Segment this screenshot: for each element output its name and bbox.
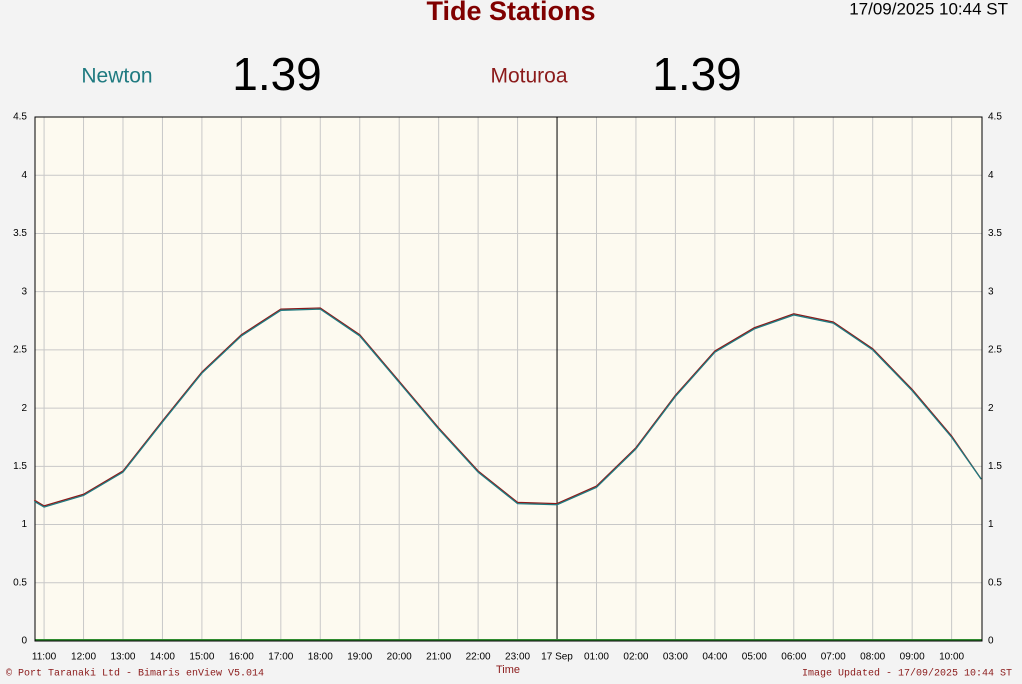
x-tick-label: 23:00	[505, 652, 530, 663]
y-tick-label: 2.5	[13, 345, 27, 356]
x-tick-label: 05:00	[742, 652, 767, 663]
x-tick-label: 09:00	[900, 652, 925, 663]
x-tick-label: 10:00	[939, 652, 964, 663]
x-tick-label: 16:00	[229, 652, 254, 663]
y-tick-label: 4	[21, 170, 27, 181]
y-tick-label: 2	[21, 403, 27, 414]
x-tick-label: 13:00	[110, 652, 135, 663]
station-name: Newton	[81, 65, 152, 88]
x-tick-label: 15:00	[189, 652, 214, 663]
x-axis-label: Time	[496, 664, 520, 676]
plot-area	[34, 116, 983, 642]
x-tick-label: 20:00	[387, 652, 412, 663]
y2-tick-label: 4	[988, 170, 994, 181]
x-tick-label: 18:00	[308, 652, 333, 663]
x-tick-label: 04:00	[702, 652, 727, 663]
y2-tick-label: 2.5	[988, 345, 1002, 356]
y2-tick-label: 1.5	[988, 461, 1002, 472]
x-tick-label: 03:00	[663, 652, 688, 663]
station-reading: 1.39	[232, 48, 322, 100]
station-reading: 1.39	[652, 48, 742, 100]
x-tick-label: 01:00	[584, 652, 609, 663]
series-line	[33, 307, 982, 507]
timestamp: 17/09/2025 10:44 ST	[849, 0, 1008, 18]
y-tick-label: 4.5	[13, 112, 27, 123]
x-tick-label: 19:00	[347, 652, 372, 663]
y-tick-label: 3.5	[13, 228, 27, 239]
footer-left: © Port Taranaki Ltd - Bimaris enView V5.…	[6, 668, 264, 680]
y2-tick-label: 2	[988, 403, 994, 414]
x-tick-label: 22:00	[466, 652, 491, 663]
y2-tick-label: 4.5	[988, 112, 1002, 123]
x-tick-label: 14:00	[150, 652, 175, 663]
x-tick-label: 08:00	[860, 652, 885, 663]
y2-tick-label: 0	[988, 636, 994, 647]
series-line	[33, 308, 982, 508]
plot-frame	[34, 116, 983, 642]
y2-tick-label: 1	[988, 519, 994, 530]
x-tick-label: 17 Sep	[541, 652, 573, 663]
y2-tick-label: 3.5	[988, 228, 1002, 239]
y-tick-label: 1	[21, 519, 27, 530]
footer-right: Image Updated - 17/09/2025 10:44 ST	[802, 668, 1012, 680]
chart-title: Tide Stations	[426, 0, 595, 26]
x-tick-label: 07:00	[821, 652, 846, 663]
x-tick-label: 17:00	[268, 652, 293, 663]
y-tick-label: 1.5	[13, 461, 27, 472]
x-tick-label: 12:00	[71, 652, 96, 663]
y-tick-label: 3	[21, 286, 27, 297]
x-tick-label: 06:00	[781, 652, 806, 663]
y-tick-label: 0	[21, 636, 27, 647]
x-tick-label: 11:00	[32, 652, 57, 663]
y-tick-label: 0.5	[13, 577, 27, 588]
station-name: Moturoa	[490, 65, 567, 88]
x-tick-label: 21:00	[426, 652, 451, 663]
y2-tick-label: 0.5	[988, 577, 1002, 588]
x-tick-label: 02:00	[623, 652, 648, 663]
y2-tick-label: 3	[988, 286, 994, 297]
